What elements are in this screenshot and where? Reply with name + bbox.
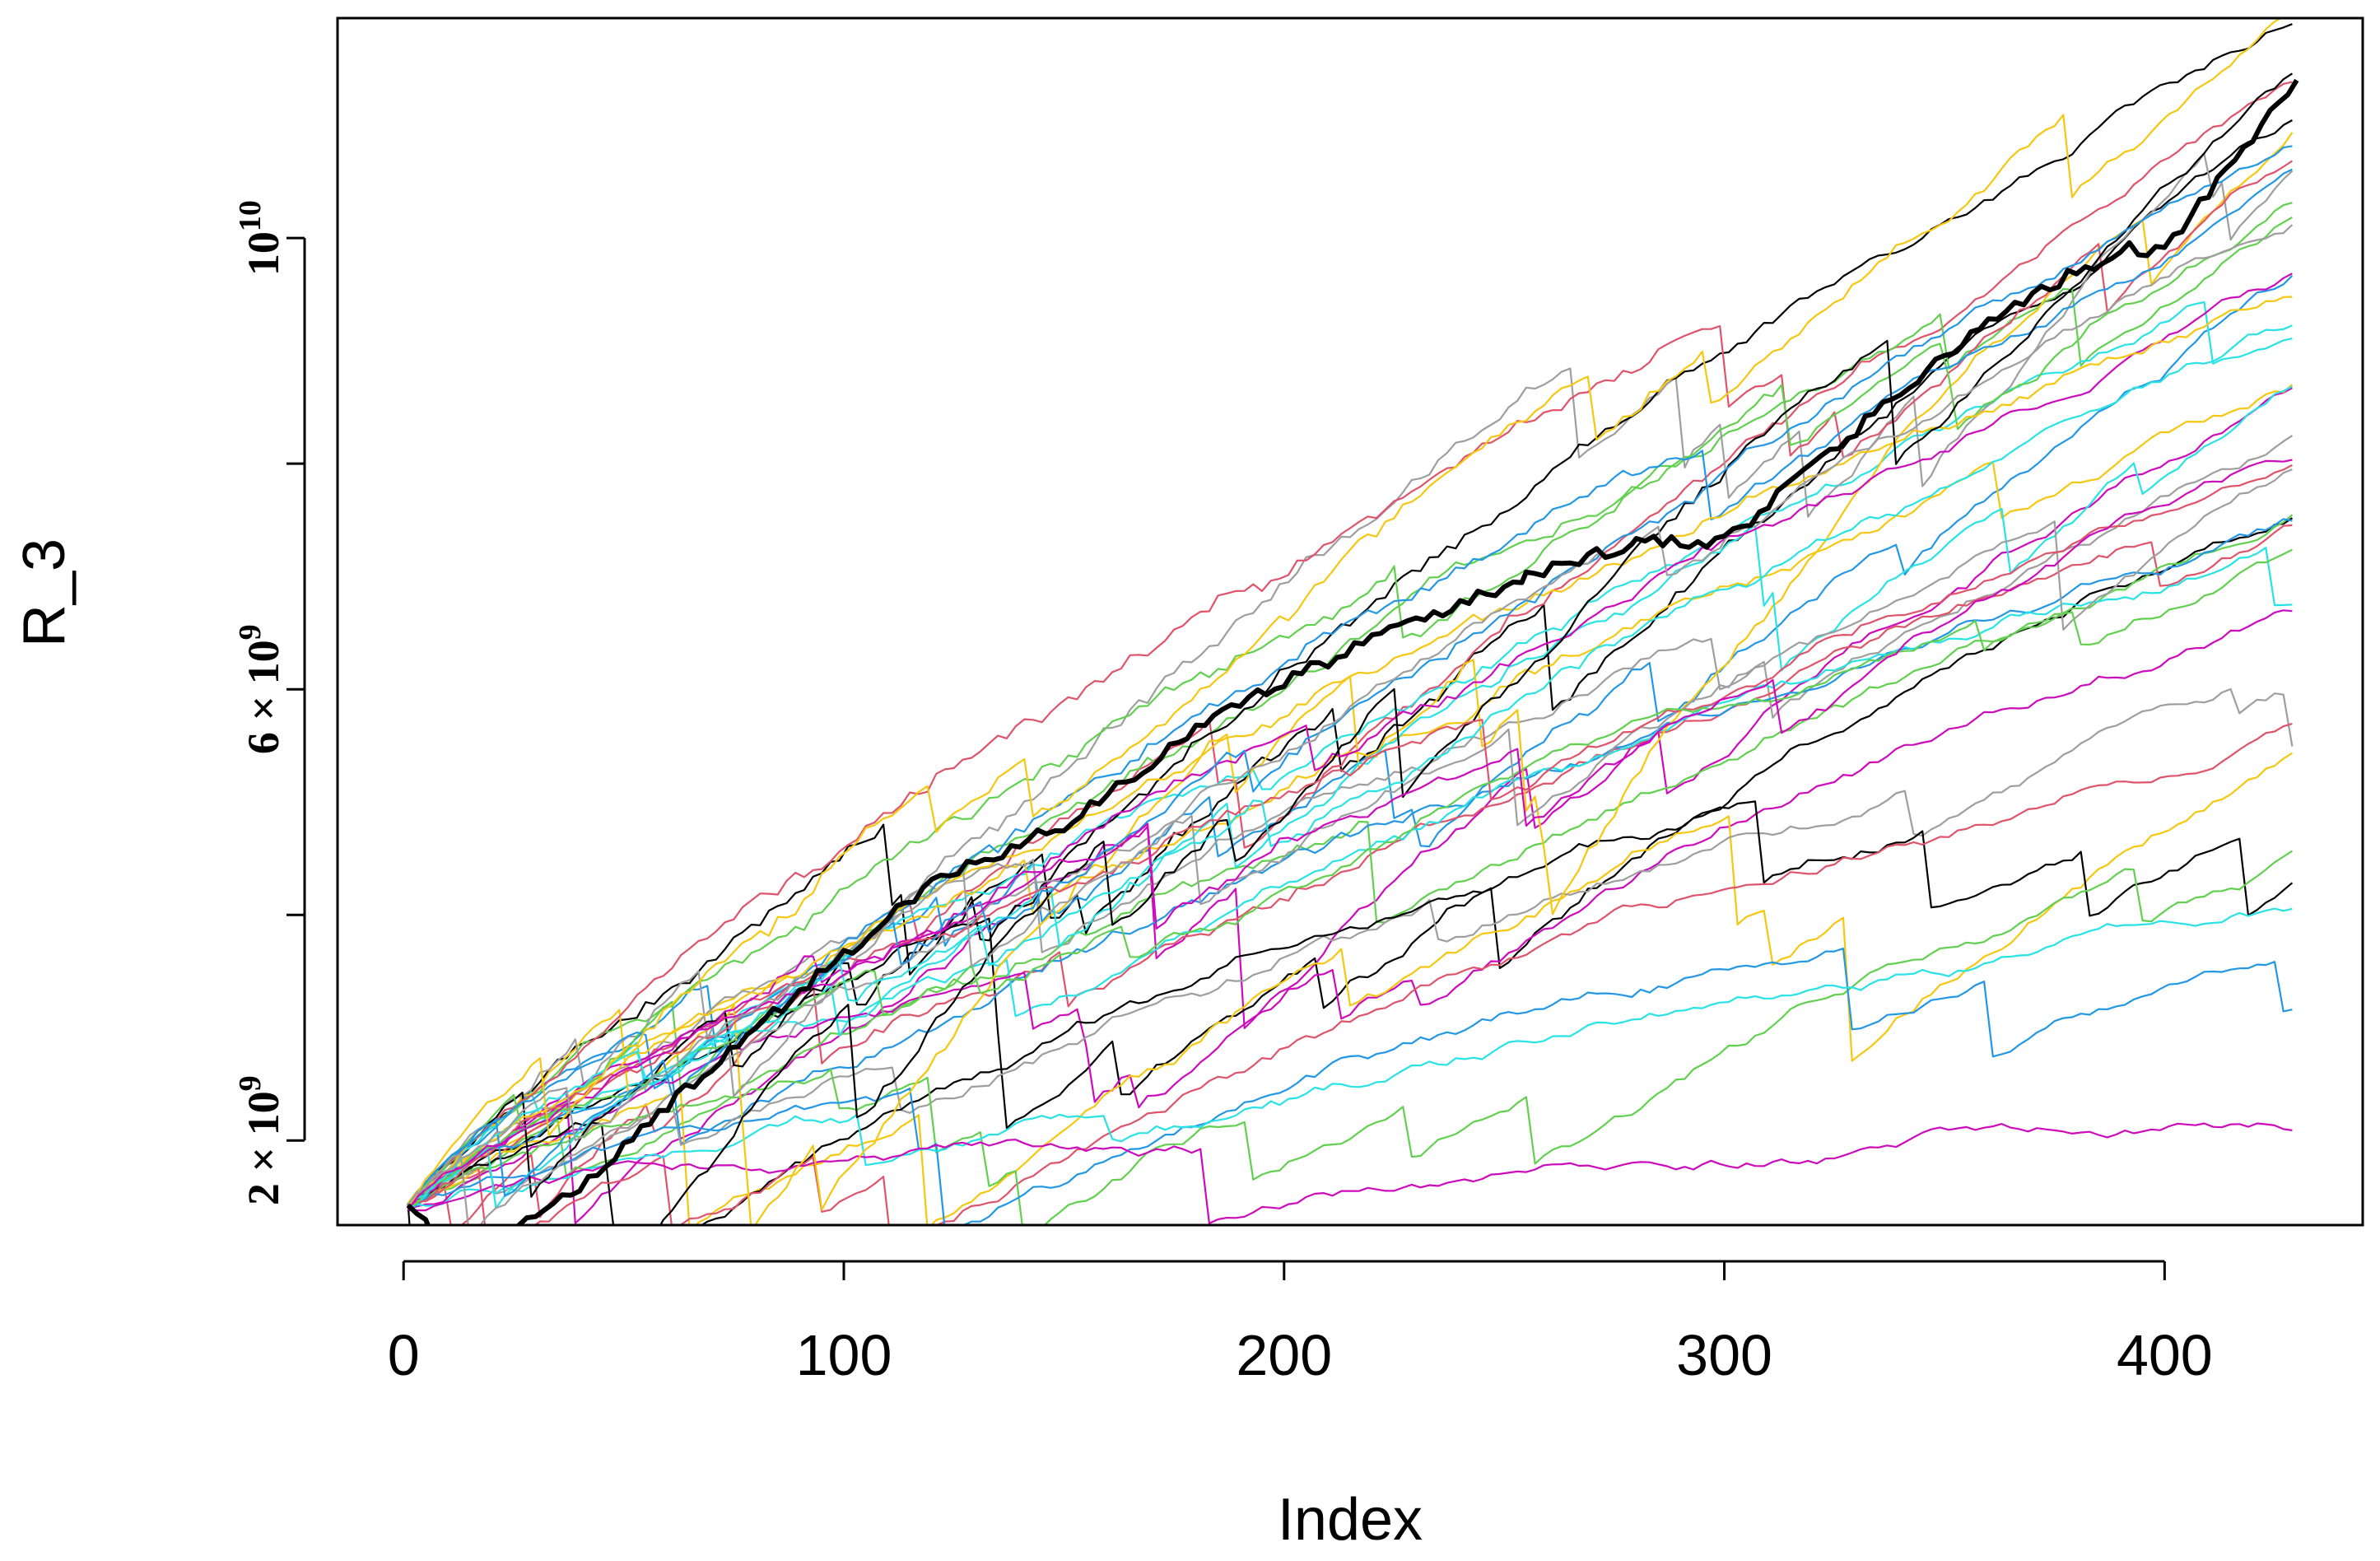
series-line (408, 800, 2294, 1225)
y-tick-label-base: 10 (239, 231, 288, 276)
y-tick-label-exponent: 10 (233, 200, 268, 231)
series-line (407, 524, 2293, 1213)
series-line (407, 687, 2294, 1205)
y-tick-label-exponent: 9 (233, 624, 268, 640)
series-layer (407, 18, 2294, 1225)
series-line (407, 168, 2293, 1209)
series-line (408, 722, 2293, 1225)
series-line (407, 160, 2294, 1212)
series-line (408, 548, 2293, 1209)
series-line (407, 273, 2293, 1213)
highlight-series-line (406, 78, 2299, 1225)
series-line (408, 324, 2293, 1205)
x-tick-label: 400 (2117, 1323, 2213, 1387)
series-line (407, 202, 2293, 1210)
series-line (408, 907, 2293, 1207)
series-line (407, 72, 2294, 1225)
series-line (408, 464, 2293, 1207)
series-line (407, 18, 2284, 1207)
series-line (408, 384, 2294, 1209)
series-line (407, 850, 2293, 1225)
x-tick-label: 100 (796, 1323, 892, 1387)
y-axis-label: R_3 (12, 538, 77, 647)
series-line (407, 752, 2293, 1225)
series-line (408, 1122, 2293, 1225)
x-tick-label: 200 (1236, 1323, 1332, 1387)
series-line (407, 387, 2293, 1224)
y-tick-label-base: 2 × 10 (239, 1091, 288, 1205)
y-tick-label: 1010 (233, 200, 288, 276)
series-line (408, 947, 2293, 1225)
series-line (407, 296, 2293, 1204)
series-line (407, 145, 2293, 1210)
x-axis-label: Index (1278, 1487, 1423, 1553)
x-axis: 0 100 200 300 400 (388, 1260, 2213, 1387)
y-tick-label-exponent: 9 (233, 1075, 268, 1091)
series-line (407, 459, 2293, 1211)
x-tick-label: 300 (1676, 1323, 1772, 1387)
series-line (407, 119, 2293, 1209)
highlight-layer (406, 78, 2299, 1225)
series-line (408, 517, 2294, 1205)
series-line (407, 547, 2293, 1205)
y-tick-label: 2 × 109 (233, 1075, 288, 1205)
plot-frame (336, 16, 2364, 1227)
series-line (408, 518, 2293, 1205)
series-line (407, 224, 2294, 1205)
series-line (407, 301, 2293, 1207)
x-tick-label: 0 (388, 1323, 420, 1387)
series-line (408, 514, 2294, 1209)
series-line (407, 81, 2293, 1225)
y-tick-label-base: 6 × 10 (239, 640, 288, 754)
y-tick-label: 6 × 109 (233, 624, 288, 754)
